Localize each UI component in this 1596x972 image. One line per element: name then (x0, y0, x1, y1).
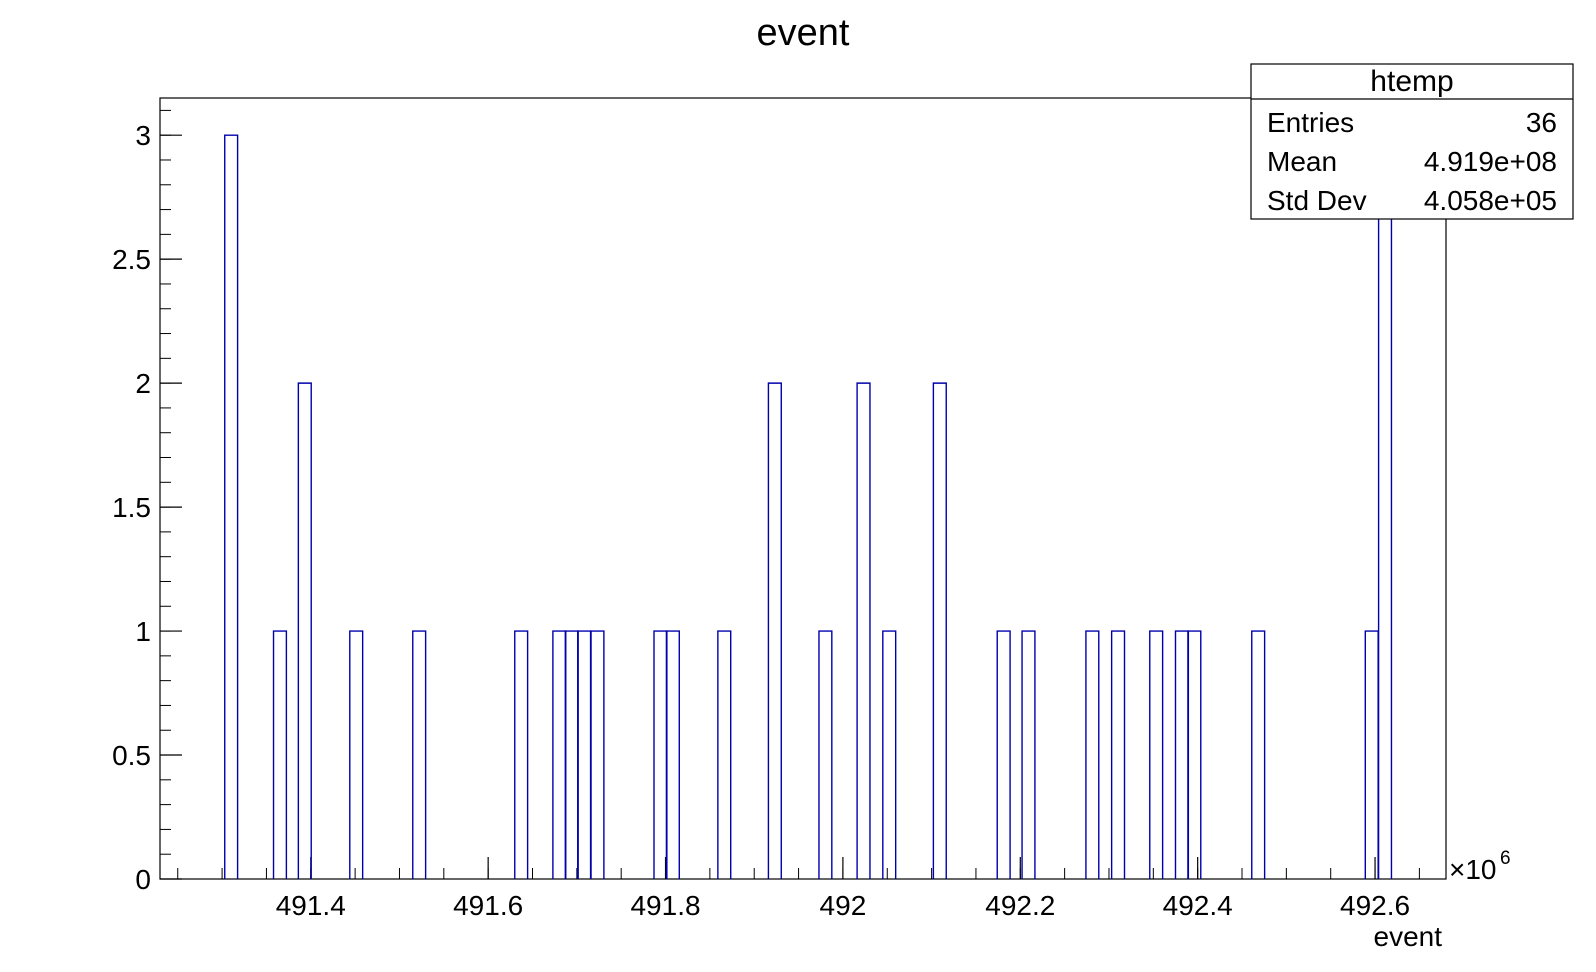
histogram-bin (552, 630, 567, 879)
stats-entries-value: 36 (1526, 107, 1557, 138)
stats-mean-label: Mean (1267, 146, 1337, 177)
histogram-bin (665, 630, 680, 879)
histogram-bin (577, 630, 592, 879)
histogram-bin (767, 382, 782, 879)
histogram-bin (882, 630, 897, 879)
histogram-bin (1377, 134, 1393, 879)
histogram-bin (996, 630, 1011, 879)
y-axis: 0 0.5 1 1.5 2 2.5 3 (112, 109, 182, 895)
plot-frame (159, 97, 1447, 880)
histogram-bin (1251, 630, 1266, 879)
histogram-bin (1187, 630, 1202, 879)
y-tick-label: 2 (135, 368, 151, 399)
histogram-bin (564, 630, 579, 879)
histogram-bin (1174, 630, 1190, 879)
y-tick-label: 3 (135, 120, 151, 151)
histogram-bins (224, 134, 1393, 879)
histogram-bin (717, 630, 732, 879)
histogram-bin (349, 630, 364, 879)
y-tick-label: 0 (135, 864, 151, 895)
histogram-bin (1021, 630, 1036, 879)
stats-stddev-label: Std Dev (1267, 185, 1367, 216)
histogram-bin (1364, 630, 1379, 879)
histogram-bin (1085, 630, 1100, 879)
histogram-bin (1149, 630, 1164, 879)
x-exponent-label: ×10 6 (1449, 848, 1511, 885)
histogram-bin (272, 630, 288, 879)
x-exponent-times: × (1449, 854, 1465, 885)
chart-title: event (757, 12, 850, 54)
stats-box-title: htemp (1370, 65, 1453, 98)
histogram-bin (412, 630, 427, 879)
histogram-bin (818, 630, 833, 879)
x-exponent-base-value: 10 (1465, 854, 1496, 885)
x-exponent-base: ×10 (1449, 854, 1497, 885)
stats-entries-label: Entries (1267, 107, 1354, 138)
x-tick-label: 491.8 (630, 890, 700, 921)
x-tick-label: 492.4 (1163, 890, 1233, 921)
x-axis: 491.4 491.6 491.8 492 492.2 492.4 492.6 (177, 857, 1420, 921)
stats-box-frame (1250, 63, 1574, 220)
histogram-bin (932, 382, 947, 879)
histogram-bin (297, 382, 312, 879)
y-tick-label: 1.5 (112, 492, 151, 523)
histogram-bin (514, 630, 529, 879)
y-tick-label: 1 (135, 616, 151, 647)
x-axis-label: event (1374, 921, 1443, 952)
x-tick-label: 492.6 (1340, 890, 1410, 921)
histogram-bin (224, 134, 239, 879)
stats-stddev-value: 4.058e+05 (1424, 185, 1557, 216)
histogram-bin (856, 382, 871, 879)
x-tick-label: 491.4 (276, 890, 346, 921)
histogram-bin (653, 630, 668, 879)
histogram-bin (1110, 630, 1126, 879)
stats-box: htemp Entries 36 Mean 4.919e+08 Std Dev … (1250, 63, 1574, 220)
x-exponent-power: 6 (1500, 848, 1511, 869)
x-tick-label: 491.6 (453, 890, 523, 921)
y-tick-label: 2.5 (112, 244, 151, 275)
x-tick-label: 492.2 (985, 890, 1055, 921)
x-tick-label: 492 (820, 890, 867, 921)
histogram-bin (590, 630, 605, 879)
stats-mean-value: 4.919e+08 (1424, 146, 1557, 177)
y-tick-label: 0.5 (112, 740, 151, 771)
